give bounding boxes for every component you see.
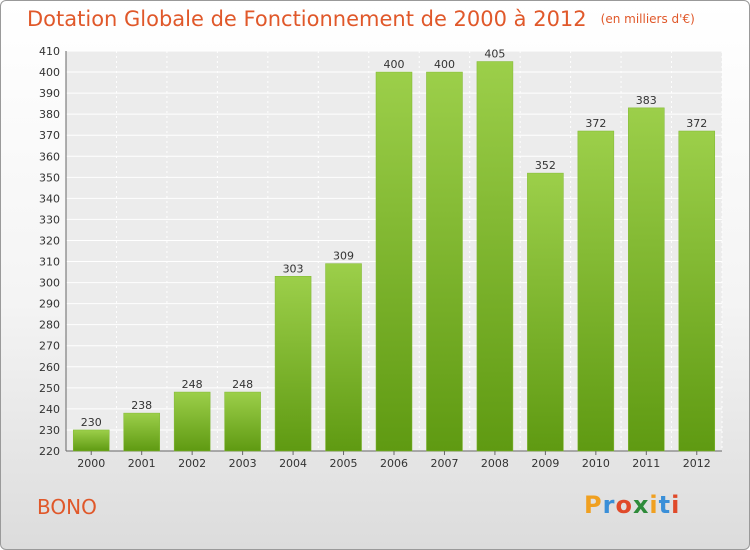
bar	[628, 107, 665, 452]
chart-subtitle: (en milliers d'€)	[600, 12, 695, 26]
y-tick-label: 360	[39, 150, 60, 163]
logo-letter: r	[602, 491, 616, 519]
x-tick-label: 2005	[330, 457, 358, 470]
bar	[224, 391, 261, 452]
logo-letter: o	[615, 491, 633, 519]
logo-letter: i	[649, 491, 659, 519]
data-label: 238	[131, 399, 152, 412]
y-tick-label: 220	[39, 445, 60, 458]
x-tick-label: 2004	[279, 457, 307, 470]
commune-name: BONO	[37, 495, 97, 519]
x-tick-label: 2012	[683, 457, 711, 470]
x-tick-label: 2003	[229, 457, 257, 470]
x-tick-label: 2010	[582, 457, 610, 470]
x-tick-label: 2007	[430, 457, 458, 470]
bar	[173, 391, 211, 452]
y-tick-label: 390	[39, 87, 60, 100]
bar	[527, 172, 564, 452]
chart-title-text: Dotation Globale de Fonctionnement de 20…	[27, 7, 587, 31]
chart-title: Dotation Globale de Fonctionnement de 20…	[27, 7, 695, 31]
data-label: 405	[484, 48, 505, 61]
y-tick-label: 260	[39, 361, 60, 374]
data-label: 400	[434, 58, 455, 71]
y-tick-label: 290	[39, 298, 60, 311]
y-tick-label: 240	[39, 403, 60, 416]
data-label: 383	[636, 94, 657, 107]
y-tick-label: 400	[39, 66, 60, 79]
proxiti-logo: Proxiti	[584, 491, 680, 519]
bar	[325, 263, 362, 452]
data-label: 400	[384, 58, 405, 71]
logo-letter: i	[671, 491, 681, 519]
data-label: 372	[686, 117, 707, 130]
y-tick-label: 230	[39, 424, 60, 437]
x-tick-label: 2001	[128, 457, 156, 470]
y-tick-label: 320	[39, 234, 60, 247]
data-label: 309	[333, 250, 354, 263]
x-tick-label: 2008	[481, 457, 509, 470]
y-tick-label: 340	[39, 192, 60, 205]
bar	[476, 61, 514, 452]
x-tick-label: 2000	[77, 457, 105, 470]
bar	[72, 429, 110, 452]
data-label: 372	[585, 117, 606, 130]
data-label: 303	[283, 262, 304, 275]
y-tick-label: 380	[39, 108, 60, 121]
data-label: 248	[182, 378, 203, 391]
x-tick-label: 2009	[531, 457, 559, 470]
logo-letter: P	[584, 491, 603, 519]
y-tick-label: 370	[39, 129, 60, 142]
logo-letter: x	[632, 491, 650, 519]
data-label: 352	[535, 159, 556, 172]
y-tick-label: 350	[39, 171, 60, 184]
y-tick-label: 330	[39, 213, 60, 226]
bar	[426, 71, 463, 452]
x-tick-label: 2002	[178, 457, 206, 470]
y-tick-label: 310	[39, 256, 60, 269]
bar	[274, 276, 312, 452]
data-label: 230	[81, 416, 102, 429]
y-tick-label: 300	[39, 277, 60, 290]
y-tick-label: 250	[39, 382, 60, 395]
y-tick-label: 410	[39, 45, 60, 58]
data-label: 248	[232, 378, 253, 391]
bar	[577, 130, 615, 452]
bar	[123, 412, 160, 452]
bar	[678, 130, 716, 452]
x-tick-label: 2011	[632, 457, 660, 470]
y-tick-label: 280	[39, 319, 60, 332]
logo-letter: t	[658, 491, 672, 519]
y-tick-label: 270	[39, 340, 60, 353]
bar	[375, 71, 413, 452]
x-tick-label: 2006	[380, 457, 408, 470]
